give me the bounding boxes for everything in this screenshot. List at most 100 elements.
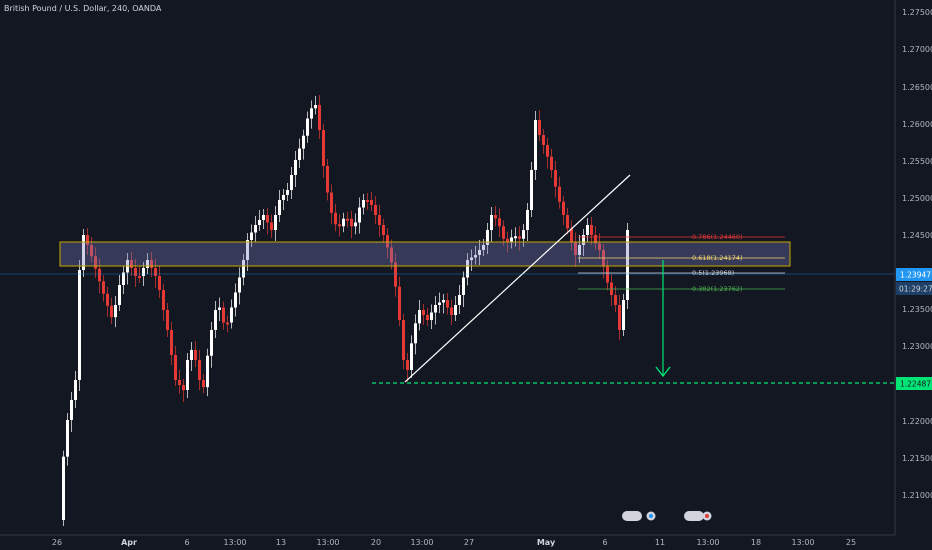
candle-body — [190, 350, 193, 360]
candle-body — [202, 380, 205, 388]
countdown-value: 01:29:27 — [899, 285, 932, 294]
price-label: 1.25000 — [902, 194, 932, 203]
price-label: 1.27000 — [902, 45, 932, 54]
candle-body — [574, 241, 577, 255]
candle-body — [286, 190, 289, 195]
candle-body — [594, 235, 597, 244]
time-label: 27 — [464, 538, 474, 547]
price-label: 1.21500 — [902, 454, 932, 463]
current-price-tag — [896, 268, 932, 281]
candle-body — [358, 207, 361, 223]
candle-body — [614, 295, 617, 305]
candle-body — [314, 105, 317, 109]
event-flag-icon[interactable] — [622, 511, 656, 521]
time-axis[interactable]: 26 Apr 6 13:00 13 13:00 20 13:00 27 May … — [0, 534, 895, 547]
candle-body — [438, 302, 441, 305]
candle-body — [538, 120, 541, 135]
chart-title: British Pound / U.S. Dollar, 240, OANDA — [4, 4, 162, 13]
candle-body — [306, 118, 309, 136]
resistance-zone[interactable] — [59, 241, 791, 267]
candle-body — [194, 350, 197, 360]
candle-body — [350, 218, 353, 227]
current-price-value: 1.23947 — [900, 271, 931, 280]
candle-body — [550, 156, 553, 170]
candle-body — [366, 200, 369, 202]
candle-body — [518, 236, 521, 239]
fib-label-0618: 0.618(1.24174) — [692, 254, 743, 262]
fibonacci-levels[interactable]: 0.786(1.24460) 0.618(1.24174) 0.5(1.2396… — [578, 233, 785, 293]
candle-body — [558, 186, 561, 202]
candle-body — [330, 192, 333, 213]
candle-body — [626, 230, 629, 300]
candle-body — [382, 225, 385, 235]
candle-body — [578, 245, 581, 255]
candle-body — [530, 170, 533, 210]
candle-body — [154, 268, 157, 276]
candle-body — [198, 360, 201, 380]
time-label: 13 — [276, 538, 286, 547]
time-label: Apr — [121, 538, 137, 547]
candle-body — [86, 235, 89, 245]
candle-body — [554, 170, 557, 187]
candle-body — [494, 215, 497, 219]
candle-body — [390, 247, 393, 263]
candle-body — [74, 380, 77, 400]
candle-body — [506, 238, 509, 243]
candle-body — [322, 130, 325, 166]
time-label: 13:00 — [791, 538, 814, 547]
time-label: 11 — [655, 538, 665, 547]
candle-body — [274, 215, 277, 230]
candle-body — [186, 360, 189, 390]
time-label: May — [537, 538, 556, 547]
candle-body — [478, 250, 481, 255]
candle-body — [526, 210, 529, 230]
candle-body — [498, 218, 501, 227]
time-label: 25 — [846, 538, 856, 547]
price-label: 1.27500 — [902, 8, 932, 17]
trendline[interactable] — [404, 174, 631, 383]
candles — [62, 95, 629, 526]
candle-body — [490, 215, 493, 230]
candle-body — [458, 295, 461, 305]
candle-body — [466, 260, 469, 278]
candle-body — [130, 260, 133, 268]
candle-body — [102, 281, 105, 294]
candle-body — [298, 148, 301, 160]
candle-body — [414, 323, 417, 344]
candle-body — [174, 355, 177, 380]
candle-body — [406, 360, 409, 370]
candle-body — [250, 232, 253, 240]
candle-body — [98, 268, 101, 282]
candle-body — [582, 235, 585, 245]
candle-body — [142, 268, 145, 276]
candle-body — [134, 268, 137, 276]
time-label: 20 — [371, 538, 381, 547]
time-label: 18 — [751, 538, 761, 547]
down-arrow[interactable] — [655, 260, 671, 378]
fib-label-0786: 0.786(1.24460) — [692, 233, 743, 241]
candle-body — [238, 277, 241, 293]
candle-body — [94, 256, 97, 269]
candle-body — [254, 225, 257, 233]
candle-body — [562, 201, 565, 215]
candle-body — [586, 225, 589, 235]
candle-body — [566, 215, 569, 229]
candle-body — [262, 215, 265, 220]
target-price-tag — [896, 377, 932, 390]
candle-body — [430, 312, 433, 320]
time-label: 13:00 — [696, 538, 719, 547]
candle-body — [290, 175, 293, 190]
fib-label-05: 0.5(1.23968) — [692, 269, 734, 277]
candle-body — [78, 270, 81, 380]
time-label: 13:00 — [316, 538, 339, 547]
candle-body — [270, 222, 273, 230]
candle-body — [570, 228, 573, 242]
candle-body — [282, 195, 285, 200]
candle-body — [110, 305, 113, 318]
price-axis[interactable]: 1.27500 1.27000 1.26500 1.26000 1.25500 … — [894, 0, 932, 535]
candle-body — [354, 222, 357, 227]
event-flag-icon[interactable] — [684, 511, 712, 521]
candle-body — [486, 230, 489, 245]
candle-body — [418, 310, 421, 324]
